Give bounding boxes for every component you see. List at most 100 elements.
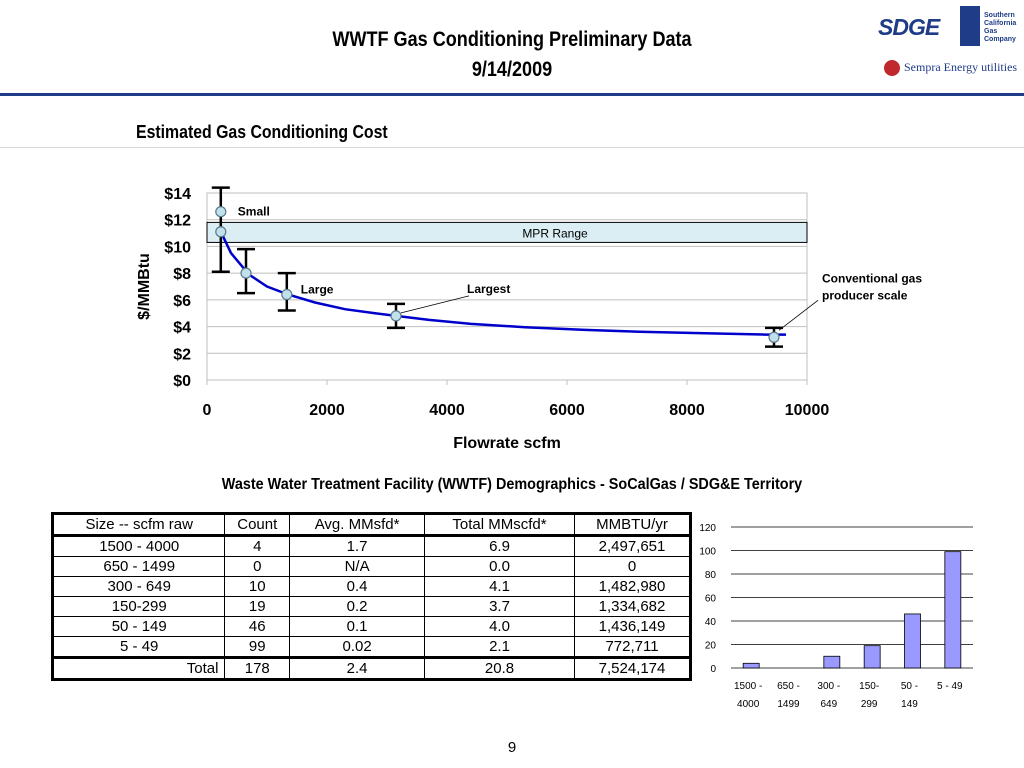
cell-avg: 0.2 [289, 596, 426, 617]
annotation-small: Small [238, 205, 270, 219]
y-tick-label: $12 [164, 213, 191, 230]
cell-mmbtu: 1,482,980 [573, 576, 692, 597]
sempra-logo-text: Sempra Energy utilities [904, 60, 1018, 74]
bar-y-tick-label: 60 [705, 594, 717, 605]
cell-total: 4.0 [424, 616, 575, 637]
cell-total: 2.1 [424, 636, 575, 658]
y-tick-label: $14 [164, 186, 191, 203]
bar-y-tick-label: 100 [699, 547, 716, 558]
cell-count: 46 [224, 616, 291, 637]
bar-category-label: 300 - [817, 681, 840, 692]
header-mmbtu: MMBTU/yr [573, 513, 692, 537]
section-rule [0, 147, 1024, 148]
cell-size: 150-299 [51, 596, 226, 617]
data-point-marker [215, 226, 227, 238]
x-tick-label: 0 [203, 402, 212, 419]
cell-mmbtu: 0 [573, 556, 692, 577]
cell-mmbtu: 772,711 [573, 636, 692, 658]
bar-category-label: 650 - [777, 681, 800, 692]
cell-count: 99 [224, 636, 291, 658]
header-rule [0, 93, 1024, 96]
annotation-largest: Largest [467, 282, 510, 296]
bar [823, 655, 841, 669]
header-avg: Avg. MMsfd* [289, 513, 426, 537]
socalgas-logo-text: Southern California Gas Company [984, 12, 1017, 43]
table-header-row: Size -- scfm raw Count Avg. MMsfd* Total… [51, 513, 692, 537]
x-tick-label: 2000 [309, 402, 345, 419]
cell-total: 6.9 [424, 535, 575, 557]
cell-avg: 2.4 [289, 656, 426, 680]
x-tick-label: 4000 [429, 402, 465, 419]
table-row: 50 - 149 46 0.1 4.0 1,436,149 [51, 616, 692, 637]
bar [944, 551, 962, 669]
demographics-table: Size -- scfm raw Count Avg. MMsfd* Total… [51, 512, 692, 681]
data-point-marker [240, 267, 252, 279]
y-tick-label: $2 [173, 346, 191, 363]
sdge-logo: SDGE [878, 14, 940, 40]
annotation-conventional: Conventional gas producer scale [822, 271, 922, 302]
cell-avg: N/A [289, 556, 426, 577]
cell-size: 300 - 649 [51, 576, 226, 597]
bar-category-label: 1499 [777, 699, 800, 710]
cell-total: 4.1 [424, 576, 575, 597]
bar-y-tick-label: 80 [705, 570, 717, 581]
x-tick-label: 6000 [549, 402, 585, 419]
cell-avg: 0.1 [289, 616, 426, 637]
cell-avg: 0.02 [289, 636, 426, 658]
x-axis-label: Flowrate scfm [453, 435, 561, 452]
bar-category-label: 5 - 49 [937, 681, 963, 692]
cell-count: 10 [224, 576, 291, 597]
cell-size: 50 - 149 [51, 616, 226, 637]
cell-count: 4 [224, 535, 291, 557]
table-total-row: Total 178 2.4 20.8 7,524,174 [51, 656, 692, 680]
bar-category-label: 299 [861, 699, 878, 710]
annotation-large: Large [301, 283, 334, 297]
table-row: 150-299 19 0.2 3.7 1,334,682 [51, 596, 692, 617]
bar-category-label: 149 [901, 699, 918, 710]
x-tick-label: 8000 [669, 402, 705, 419]
y-tick-label: $4 [173, 320, 191, 337]
table-row: 650 - 1499 0 N/A 0.0 0 [51, 556, 692, 577]
header-total: Total MMscfd* [424, 513, 575, 537]
annotation-leader-line [778, 299, 819, 331]
annotation-line: producer scale [822, 288, 908, 302]
bar-category-label: 1500 - [734, 681, 762, 692]
cell-total: 0.0 [424, 556, 575, 577]
cell-total-label: Total [51, 656, 226, 680]
cell-mmbtu: 1,334,682 [573, 596, 692, 617]
bar-category-label: 649 [820, 699, 837, 710]
bar-category-label: 50 - [901, 681, 918, 692]
y-tick-label: $0 [173, 373, 191, 390]
cell-mmbtu: 2,497,651 [573, 535, 692, 557]
data-point-marker [768, 331, 780, 343]
cell-size: 1500 - 4000 [51, 535, 226, 557]
data-point-marker [390, 310, 402, 322]
cell-size: 5 - 49 [51, 636, 226, 658]
y-tick-label: $6 [173, 293, 191, 310]
cost-chart: $0 $2 $4 $6 $8 $10 $12 $14 0 2000 4000 6000 8000 1000… [136, 186, 922, 452]
bar [863, 645, 881, 669]
cell-count: 19 [224, 596, 291, 617]
sempra-flame-icon [884, 60, 900, 76]
mpr-range-label: MPR Range [522, 226, 588, 240]
slide-title: WWTF Gas Conditioning Preliminary Data [332, 28, 692, 51]
table-row: 300 - 649 10 0.4 4.1 1,482,980 [51, 576, 692, 597]
bar-y-tick-label: 120 [699, 523, 716, 534]
cell-mmbtu: 1,436,149 [573, 616, 692, 637]
page-number: 9 [507, 739, 517, 756]
cell-size: 650 - 1499 [51, 556, 226, 577]
bar-y-tick-label: 0 [710, 664, 716, 675]
bar-y-tick-label: 40 [705, 617, 717, 628]
annotation-leader-line [400, 295, 470, 314]
header-size: Size -- scfm raw [51, 513, 226, 537]
count-bar-chart: 0 20 40 60 80 100 120 1500 - 4000 650 - 1499 300 - 6… [699, 523, 973, 710]
cell-mmbtu: 7,524,174 [573, 656, 692, 680]
section-title-demographics: Waste Water Treatment Facility (WWTF) De… [221, 476, 803, 493]
y-tick-label: $10 [164, 239, 191, 256]
section-title-cost: Estimated Gas Conditioning Cost [136, 122, 388, 142]
bar [904, 613, 921, 669]
header-count: Count [224, 513, 291, 537]
cell-total: 20.8 [424, 656, 575, 680]
cell-avg: 0.4 [289, 576, 426, 597]
y-axis-label: $/MMBtu [136, 253, 153, 320]
